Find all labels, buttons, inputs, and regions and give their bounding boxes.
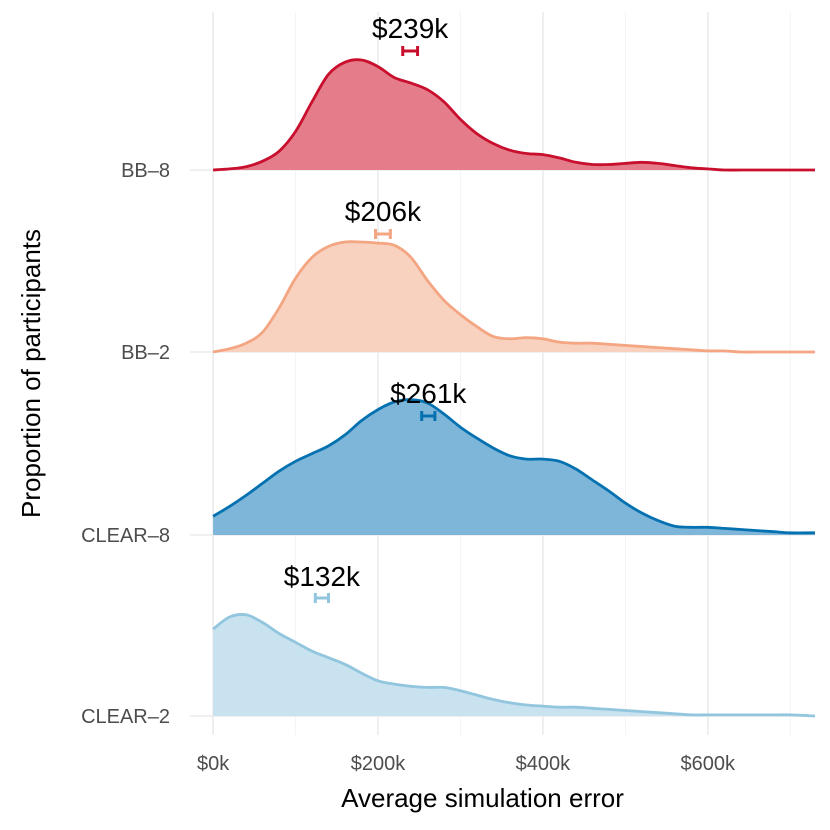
- y-tick-label: CLEAR–2: [81, 706, 170, 728]
- y-tick-label: BB–2: [121, 342, 170, 364]
- mean-markers: $239k $206k $261k $132k: [284, 13, 467, 603]
- axes: Average simulation error Proportion of p…: [16, 160, 736, 813]
- x-tick-label: $0k: [197, 753, 230, 775]
- mean-label: $206k: [345, 196, 422, 227]
- ridge-area: [213, 614, 816, 716]
- ridge-line: [212, 58, 815, 172]
- mean-label: $239k: [372, 13, 449, 44]
- x-tick-label: $200k: [351, 753, 406, 775]
- ridges: [212, 58, 816, 718]
- mean-label: $261k: [390, 378, 467, 409]
- ridge-area: [213, 59, 816, 171]
- y-axis-title: Proportion of participants: [16, 229, 46, 518]
- y-tick-label: BB–8: [121, 160, 170, 182]
- mean-label: $132k: [284, 561, 361, 592]
- ridge-area: [213, 241, 816, 353]
- ridge-line: [212, 398, 816, 535]
- x-axis-title: Average simulation error: [341, 783, 624, 813]
- y-tick-label: CLEAR–8: [81, 525, 170, 547]
- x-tick-label: $600k: [681, 753, 736, 775]
- grid: [190, 12, 815, 735]
- ridge-line: [212, 240, 815, 354]
- ridge-line: [212, 613, 816, 718]
- ridge-area: [213, 399, 816, 535]
- x-tick-label: $400k: [516, 753, 571, 775]
